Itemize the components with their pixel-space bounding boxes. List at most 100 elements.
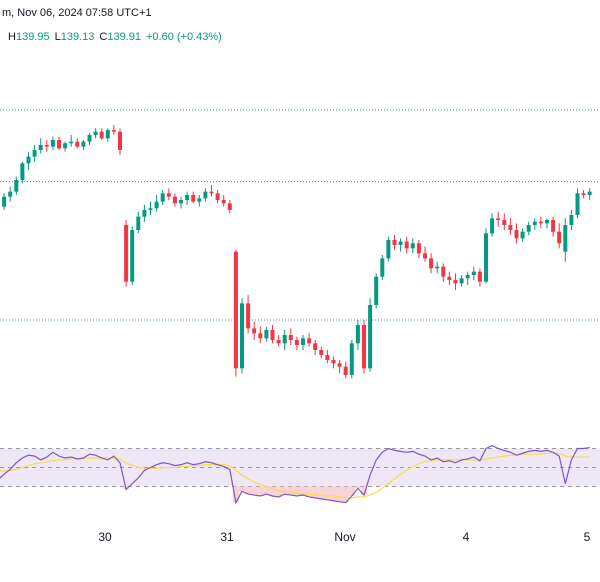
candle-body: [294, 340, 299, 345]
price-level-lines: [0, 109, 600, 321]
rsi-pane: [0, 444, 600, 505]
candle-body: [404, 241, 409, 249]
candle-body: [8, 191, 13, 197]
candle-body: [57, 140, 61, 149]
candle-body: [307, 338, 312, 344]
candle-body: [325, 355, 330, 360]
candle-body: [20, 163, 25, 180]
candle-body: [154, 201, 159, 209]
rsi-oversold-fill: [312, 486, 319, 498]
candle-body: [185, 195, 190, 200]
rsi-oversold-fill: [245, 486, 252, 495]
low-value: 139.13: [60, 31, 95, 43]
candle-body: [191, 195, 196, 202]
candle-body: [532, 221, 537, 225]
candle-body: [557, 231, 562, 244]
candle-body: [416, 243, 421, 254]
candle-body: [362, 325, 366, 369]
candle-body: [386, 240, 391, 259]
rsi-oversold-fill: [281, 486, 288, 495]
candle-body: [209, 191, 214, 194]
candle-body: [380, 258, 385, 277]
candle-body: [270, 330, 275, 340]
candle-body: [69, 141, 74, 144]
candle-body: [81, 141, 86, 147]
candle-body: [172, 196, 177, 204]
candle-body: [221, 200, 226, 204]
x-tick-label: 4: [463, 530, 470, 544]
rsi-oversold-fill: [354, 486, 361, 489]
candle-body: [32, 150, 37, 157]
candle-body: [124, 225, 129, 282]
chart-header-title: m, Nov 06, 2024 07:58 UTC+1: [2, 7, 152, 19]
candle-body: [587, 191, 592, 195]
candle-body: [545, 220, 549, 224]
x-tick-label: Nov: [334, 530, 355, 544]
candle-body: [44, 145, 49, 147]
candle-body: [111, 130, 116, 132]
candle-body: [179, 200, 183, 204]
candle-body: [258, 333, 263, 339]
rsi-oversold-fill: [269, 486, 276, 496]
close-value: 139.91: [107, 31, 141, 43]
candle-body: [215, 193, 220, 200]
high-label: H: [8, 31, 16, 43]
candle-body: [63, 143, 68, 149]
candle-body: [575, 193, 580, 215]
rsi-oversold-fill: [275, 486, 282, 497]
candle-body: [93, 131, 98, 135]
rsi-oversold-fill: [232, 486, 239, 503]
rsi-oversold-fill: [318, 486, 325, 499]
rsi-oversold-fill: [324, 486, 331, 500]
candle-body: [410, 243, 415, 249]
rsi-oversold-fill: [348, 486, 355, 496]
candle-body: [465, 275, 470, 279]
x-tick-label: 30: [98, 530, 112, 544]
candle-body: [264, 330, 269, 339]
candle-body: [105, 130, 110, 139]
candle-body: [349, 343, 354, 375]
candle-body: [471, 271, 476, 275]
candle-body: [343, 366, 348, 375]
candle-body: [160, 193, 165, 202]
candle-body: [246, 303, 251, 329]
candle-body: [87, 135, 92, 142]
candle-body: [313, 343, 318, 350]
candle-body: [508, 225, 513, 230]
x-axis: 30 31 Nov 4 5: [98, 530, 591, 544]
candle-body: [288, 335, 293, 340]
candle-body: [477, 271, 482, 282]
candle-body: [197, 198, 202, 202]
candle-body: [301, 338, 305, 345]
rsi-oversold-fill: [306, 486, 313, 497]
low-label: L: [54, 31, 61, 43]
candle-body: [563, 225, 568, 252]
candle-body: [14, 180, 19, 192]
rsi-oversold-fill: [238, 486, 246, 492]
close-label: C: [99, 31, 108, 43]
candle-body: [355, 325, 360, 344]
candle-body: [429, 258, 434, 269]
rsi-line: [0, 444, 590, 505]
candle-body: [240, 303, 244, 369]
candle-body: [252, 328, 257, 334]
candle-body: [50, 140, 55, 147]
candle-body: [514, 230, 519, 239]
candle-body: [331, 360, 336, 364]
candle-body: [142, 210, 147, 217]
candle-body: [75, 141, 80, 147]
ohlc-legend: H139.95 L139.13 C139.91 +0.60 (+0.43%): [8, 31, 222, 43]
rsi-oversold-fill: [293, 486, 300, 496]
candle-body: [233, 251, 238, 369]
candle-body: [398, 241, 403, 245]
candle-body: [538, 221, 543, 224]
candle-body: [2, 196, 7, 207]
x-tick-label: 5: [584, 530, 591, 544]
candle-body: [227, 203, 232, 210]
candle-body: [496, 218, 501, 220]
rsi-oversold-fill: [287, 486, 294, 496]
candle-body: [569, 215, 574, 225]
candle-body: [148, 208, 153, 210]
candle-body: [166, 193, 171, 197]
